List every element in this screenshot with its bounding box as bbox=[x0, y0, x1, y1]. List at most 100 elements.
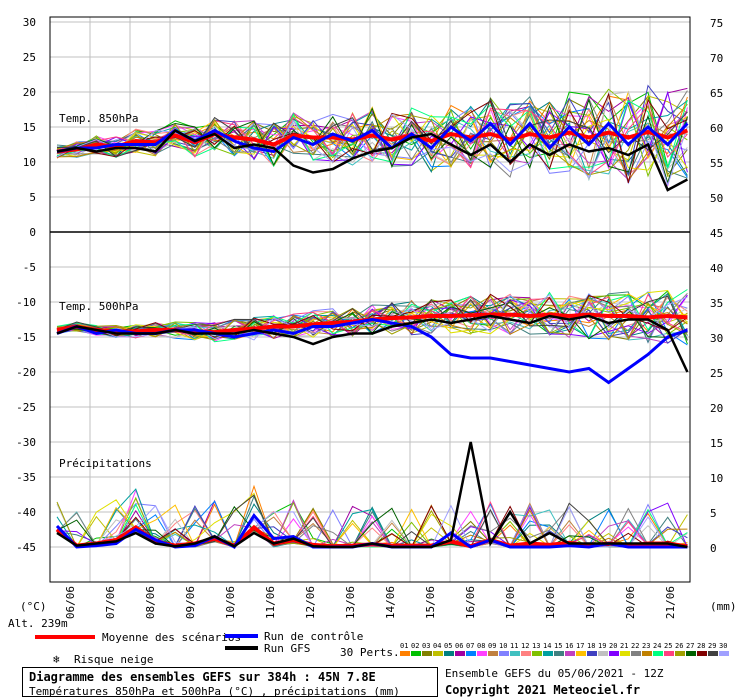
left-tick-label: -15 bbox=[16, 331, 36, 344]
pert-color-swatch bbox=[466, 651, 476, 656]
pert-color-swatch bbox=[543, 651, 553, 656]
pert-line-500 bbox=[56, 293, 688, 338]
x-tick-label: 06/06 bbox=[64, 586, 77, 619]
legend-mean-label: Moyenne des scénarios bbox=[102, 631, 241, 644]
legend-snow-label: Risque neige bbox=[74, 653, 153, 665]
pert-number: 14 bbox=[543, 642, 551, 650]
x-tick-label: 11/06 bbox=[264, 586, 277, 619]
pert-number: 24 bbox=[653, 642, 661, 650]
plot-frame-border bbox=[49, 16, 691, 583]
pert-color-swatch bbox=[521, 651, 531, 656]
right-tick-label: 70 bbox=[710, 52, 723, 65]
left-tick-label: -45 bbox=[16, 541, 36, 554]
pert-color-swatch bbox=[532, 651, 542, 656]
left-tick-label: -35 bbox=[16, 471, 36, 484]
pert-color-swatch bbox=[598, 651, 608, 656]
control-line-850 bbox=[56, 121, 689, 154]
left-tick-label: 15 bbox=[23, 121, 36, 134]
pert-number: 12 bbox=[521, 642, 529, 650]
right-tick-label: 60 bbox=[710, 122, 723, 135]
left-tick-label: -40 bbox=[16, 506, 36, 519]
pert-color-swatch bbox=[653, 651, 663, 656]
right-tick-label: 25 bbox=[710, 367, 723, 380]
left-unit-label: (°C) bbox=[20, 600, 47, 613]
left-tick-label: -30 bbox=[16, 436, 36, 449]
pert-color-swatch bbox=[455, 651, 465, 656]
pert-color-swatch bbox=[499, 651, 509, 656]
left-tick-label: -10 bbox=[16, 296, 36, 309]
left-tick-label: -20 bbox=[16, 366, 36, 379]
copyright: Copyright 2021 Meteociel.fr bbox=[445, 683, 641, 697]
pert-number: 13 bbox=[532, 642, 540, 650]
pert-number: 06 bbox=[455, 642, 463, 650]
right-tick-label: 55 bbox=[710, 157, 723, 170]
x-tick-label: 18/06 bbox=[544, 586, 557, 619]
chart-subtitle: Températures 850hPa et 500hPa (°C) , pré… bbox=[29, 685, 400, 698]
pert-color-swatch bbox=[708, 651, 718, 656]
pert-number: 29 bbox=[708, 642, 716, 650]
pert-number: 20 bbox=[609, 642, 617, 650]
right-unit-label: (mm) bbox=[710, 600, 737, 613]
x-tick-label: 21/06 bbox=[664, 586, 677, 619]
pert-color-swatch bbox=[554, 651, 564, 656]
left-tick-label: 25 bbox=[23, 51, 36, 64]
right-tick-label: 35 bbox=[710, 297, 723, 310]
pert-number: 25 bbox=[664, 642, 672, 650]
legend-perts-label: 30 Perts. bbox=[340, 646, 400, 659]
pert-color-swatch bbox=[609, 651, 619, 656]
pert-number: 05 bbox=[444, 642, 452, 650]
right-tick-label: 10 bbox=[710, 472, 723, 485]
x-tick-label: 15/06 bbox=[424, 586, 437, 619]
right-tick-label: 5 bbox=[710, 507, 717, 520]
pert-color-swatch bbox=[587, 651, 597, 656]
run-info: Ensemble GEFS du 05/06/2021 - 12Z bbox=[445, 667, 664, 680]
snow-icon: ❄ bbox=[53, 653, 60, 665]
pert-color-swatch bbox=[664, 651, 674, 656]
pert-number: 11 bbox=[510, 642, 518, 650]
pert-number: 03 bbox=[422, 642, 430, 650]
right-tick-label: 45 bbox=[710, 227, 723, 240]
legend-control-label: Run de contrôle bbox=[264, 630, 363, 643]
pert-number: 26 bbox=[675, 642, 683, 650]
pert-number: 22 bbox=[631, 642, 639, 650]
right-tick-label: 20 bbox=[710, 402, 723, 415]
x-tick-label: 17/06 bbox=[504, 586, 517, 619]
left-tick-label: 20 bbox=[23, 86, 36, 99]
pert-color-swatch bbox=[422, 651, 432, 656]
x-tick-label: 13/06 bbox=[344, 586, 357, 619]
pert-line-850 bbox=[56, 92, 688, 184]
pert-number: 23 bbox=[642, 642, 650, 650]
pert-number: 17 bbox=[576, 642, 584, 650]
right-tick-label: 40 bbox=[710, 262, 723, 275]
x-tick-label: 20/06 bbox=[624, 586, 637, 619]
pert-color-swatch bbox=[675, 651, 685, 656]
pert-number: 18 bbox=[587, 642, 595, 650]
pert-number: 04 bbox=[433, 642, 441, 650]
chart-title: Diagramme des ensembles GEFS sur 384h : … bbox=[29, 670, 376, 684]
x-tick-label: 08/06 bbox=[144, 586, 157, 619]
pert-color-swatch bbox=[686, 651, 696, 656]
pert-color-swatch bbox=[400, 651, 410, 656]
x-tick-label: 16/06 bbox=[464, 586, 477, 619]
gfs-line-500 bbox=[56, 314, 689, 373]
pert-number: 19 bbox=[598, 642, 606, 650]
pert-number: 02 bbox=[411, 642, 419, 650]
left-tick-label: 10 bbox=[23, 156, 36, 169]
right-tick-label: 65 bbox=[710, 87, 723, 100]
panel-label-850: Temp. 850hPa bbox=[59, 112, 138, 125]
x-tick-label: 12/06 bbox=[304, 586, 317, 619]
pert-color-swatch bbox=[642, 651, 652, 656]
pert-number: 09 bbox=[488, 642, 496, 650]
pert-color-swatch bbox=[620, 651, 630, 656]
run-info-box: Ensemble GEFS du 05/06/2021 - 12Z Copyri… bbox=[445, 667, 664, 697]
pert-number: 10 bbox=[499, 642, 507, 650]
chart-canvas: 302520151050-5-10-15-20-25-30-35-40-4575… bbox=[8, 16, 737, 666]
right-tick-label: 0 bbox=[710, 542, 717, 555]
pert-color-swatch bbox=[631, 651, 641, 656]
pert-color-swatch bbox=[488, 651, 498, 656]
left-tick-label: -5 bbox=[23, 261, 36, 274]
right-tick-label: 30 bbox=[710, 332, 723, 345]
altitude-label: Alt. 239m bbox=[8, 617, 68, 630]
panel-label-precip: Précipitations bbox=[59, 457, 152, 470]
x-tick-label: 07/06 bbox=[104, 586, 117, 619]
